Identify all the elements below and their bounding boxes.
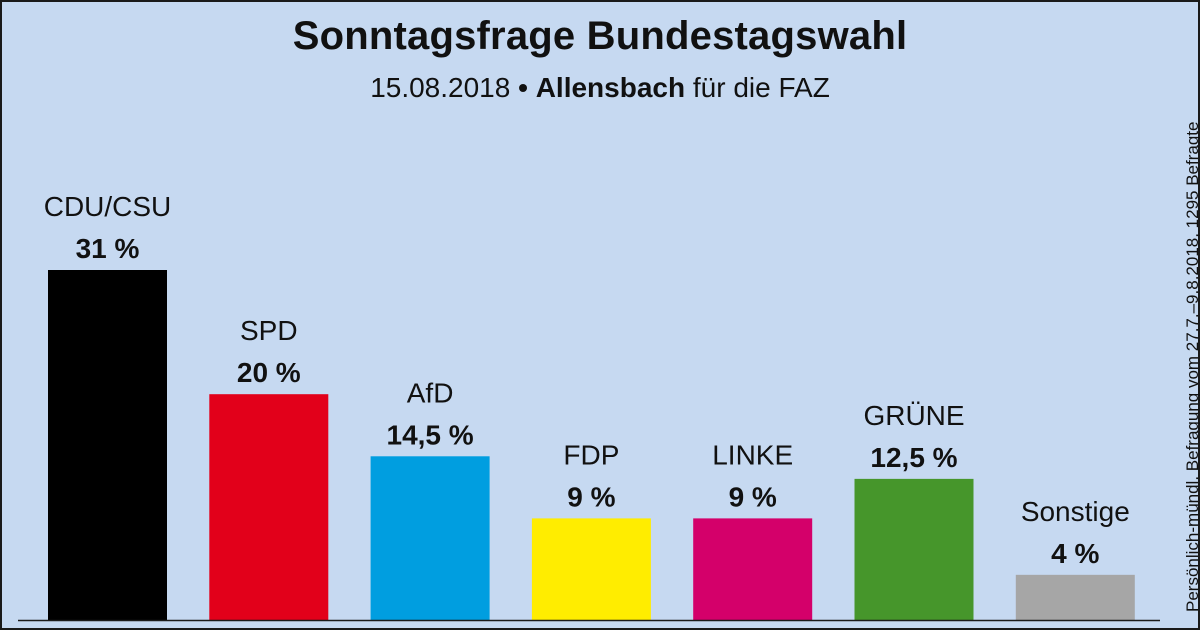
bar-spd xyxy=(209,394,329,620)
bar-value-label: 4 % xyxy=(1051,538,1099,569)
bar-category-label: GRÜNE xyxy=(863,400,964,431)
bar-category-label: CDU/CSU xyxy=(44,191,172,222)
bar-cdu-csu xyxy=(48,270,167,620)
bar-value-label: 20 % xyxy=(237,357,301,388)
bar-category-label: AfD xyxy=(407,377,454,408)
bar-value-label: 31 % xyxy=(76,233,140,264)
poll-institute: Allensbach xyxy=(535,72,686,103)
poll-date: 15.08.2018 xyxy=(370,72,511,103)
bar-linke xyxy=(693,518,813,620)
bar-category-label: SPD xyxy=(240,315,298,346)
bar-sonstige xyxy=(1015,574,1135,620)
chart-subtitle: 15.08.2018 • Allensbach für die FAZ xyxy=(0,72,1200,104)
bar-value-label: 9 % xyxy=(567,481,615,512)
bar-value-label: 9 % xyxy=(729,481,777,512)
subtitle-separator: • xyxy=(518,72,528,103)
chart-title: Sonntagsfrage Bundestagswahl xyxy=(292,14,908,58)
bar-value-label: 14,5 % xyxy=(387,419,474,450)
bar-value-label: 12,5 % xyxy=(870,442,957,473)
bar-afd xyxy=(370,456,490,620)
bar-grüne xyxy=(854,478,974,620)
poll-client: für die FAZ xyxy=(692,72,830,103)
bar-fdp xyxy=(531,518,651,620)
bar-category-label: Sonstige xyxy=(1021,496,1130,527)
bar-category-label: FDP xyxy=(563,439,619,470)
bar-category-label: LINKE xyxy=(712,439,793,470)
